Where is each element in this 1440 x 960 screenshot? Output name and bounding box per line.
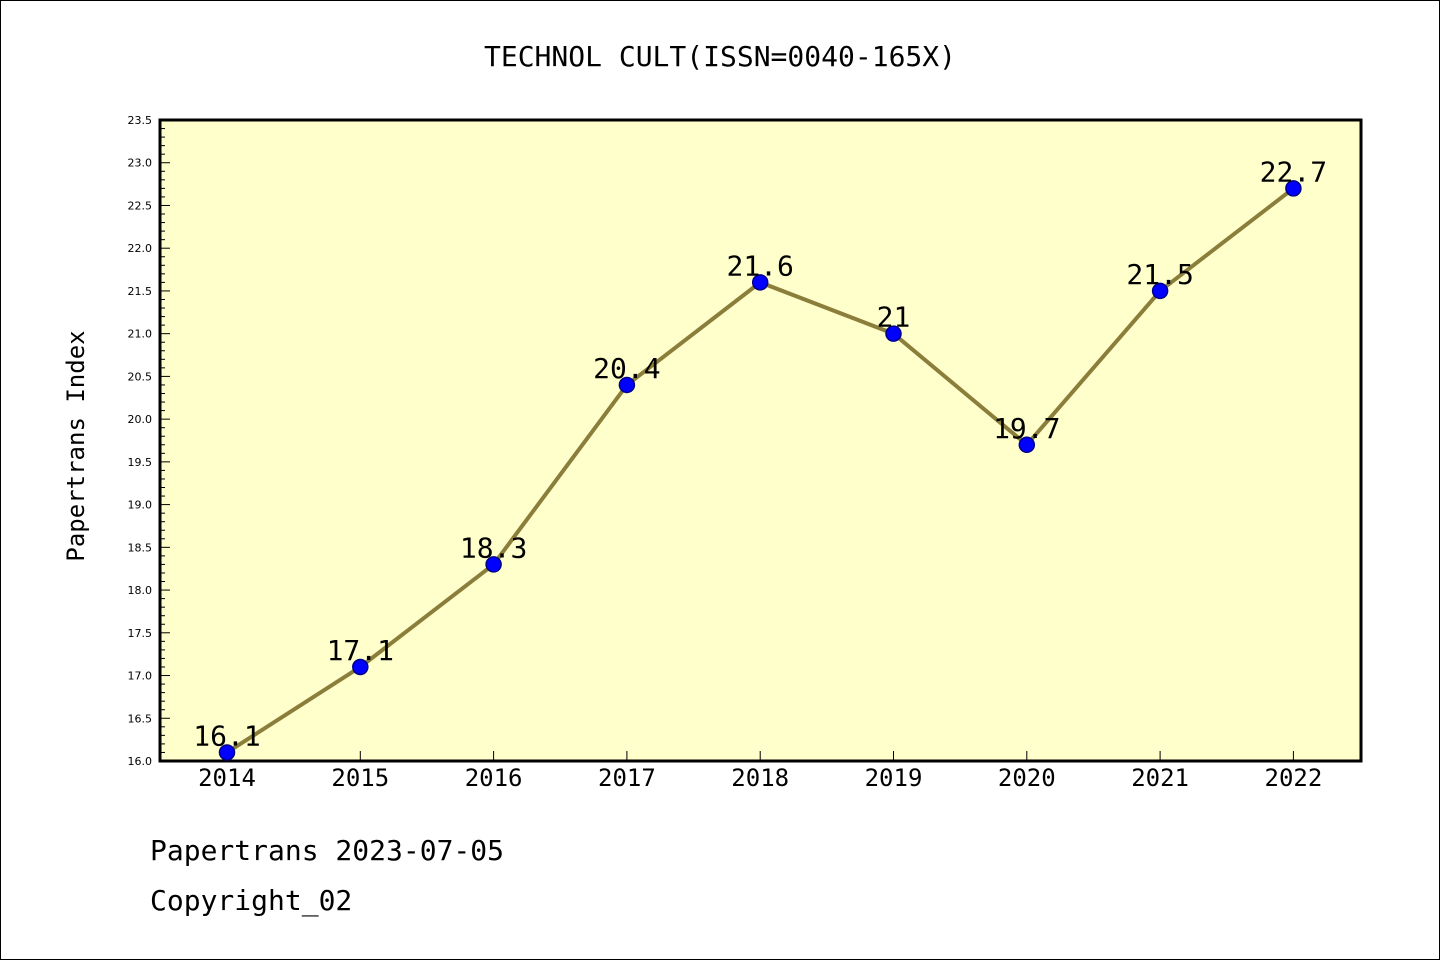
data-points: [218, 180, 1302, 761]
y-tick-label: 16.0: [128, 755, 153, 768]
y-tick-label: 19.0: [128, 499, 153, 512]
data-point: [1018, 436, 1036, 454]
x-tick-label: 2019: [865, 764, 923, 792]
y-tick-label: 22.0: [128, 242, 153, 255]
y-tick-label: 18.0: [128, 584, 153, 597]
data-point: [218, 744, 236, 761]
y-tick-label: 17.0: [128, 670, 153, 683]
data-point: [485, 556, 502, 573]
chart-title: TECHNOL CULT(ISSN=0040-165X): [484, 40, 956, 73]
data-label: 22.7: [1260, 155, 1327, 188]
y-tick-label: 20.0: [128, 413, 153, 426]
y-tick-label: 23.0: [128, 157, 153, 170]
data-label: 16.1: [193, 719, 260, 752]
y-tick-label: 16.5: [128, 712, 153, 725]
y-tick-label: 18.5: [128, 541, 153, 554]
y-tick-label: 17.5: [128, 627, 153, 640]
data-label: 19.7: [993, 412, 1060, 445]
x-tick-label: 2016: [465, 764, 523, 792]
data-point: [885, 325, 902, 342]
data-label: 20.4: [593, 352, 660, 385]
y-tick-label: 21.5: [128, 285, 153, 298]
x-tick-label: 2020: [998, 764, 1056, 792]
x-tick-label: 2014: [198, 764, 256, 792]
x-axis: 2014 2015 2016 2017 2018 2019 2020 2021 2022: [198, 751, 1322, 792]
y-axis: 16.0 16.5 17.0 17.5 18.0 18.5 19.0 19.5 20.0 20.5…: [128, 114, 170, 768]
data-label: 21: [877, 301, 911, 334]
y-tick-label: 19.5: [128, 456, 153, 469]
footer-copyright: Copyright_02: [150, 884, 353, 917]
data-point: [352, 658, 369, 676]
data-label: 18.3: [460, 531, 527, 564]
footer-date-line: Papertrans 2023-07-05: [150, 834, 505, 867]
data-point: [1285, 180, 1302, 197]
x-tick-label: 2017: [598, 764, 656, 792]
x-tick-label: 2015: [331, 764, 389, 792]
x-tick-label: 2021: [1131, 764, 1189, 792]
x-tick-label: 2018: [731, 764, 789, 792]
plot-area: [158, 118, 1363, 763]
y-tick-label: 21.0: [128, 328, 153, 341]
y-axis-label: Papertrans Index: [62, 330, 90, 561]
y-tick-label: 20.5: [128, 370, 153, 383]
data-label: 21.5: [1126, 258, 1193, 291]
data-label: 21.6: [726, 249, 793, 282]
data-point: [618, 376, 636, 394]
y-tick-label: 22.5: [128, 199, 153, 212]
data-point: [1151, 282, 1169, 300]
data-point: [751, 274, 769, 291]
data-label: 17.1: [327, 634, 394, 667]
x-tick-label: 2022: [1265, 764, 1323, 792]
data-labels: 16.1 17.1 18.3 20.4 21.6 21 19.7 21.5 22.7: [193, 155, 1327, 752]
y-tick-label: 23.5: [128, 114, 153, 127]
